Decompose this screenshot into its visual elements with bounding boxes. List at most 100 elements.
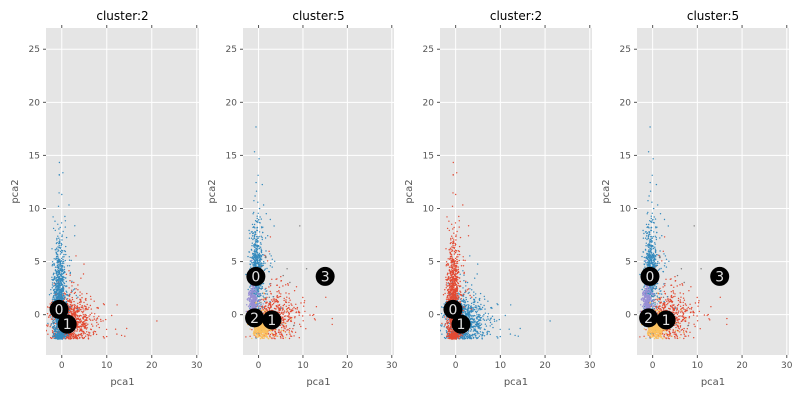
data-point — [51, 326, 54, 329]
data-point — [53, 322, 55, 324]
data-point — [75, 294, 78, 297]
data-point — [278, 330, 280, 332]
data-point — [61, 334, 63, 336]
data-point — [77, 289, 79, 291]
data-point — [255, 238, 257, 240]
data-point — [292, 308, 294, 310]
data-point — [264, 300, 266, 303]
data-point — [250, 304, 252, 306]
data-point — [290, 303, 292, 305]
data-point — [64, 293, 67, 295]
cluster-center-label: 1 — [267, 313, 276, 329]
data-point — [56, 288, 58, 290]
data-point — [260, 325, 262, 327]
data-point — [471, 326, 474, 328]
data-point — [258, 257, 261, 259]
data-point — [254, 243, 256, 246]
data-point — [251, 285, 253, 287]
data-point — [79, 298, 81, 300]
data-point — [84, 313, 86, 316]
data-point — [271, 304, 274, 306]
data-point — [256, 259, 259, 261]
data-point — [248, 306, 251, 308]
data-point — [54, 278, 56, 280]
data-point — [251, 259, 253, 262]
data-point — [465, 298, 467, 301]
data-point — [313, 313, 315, 316]
data-point — [264, 237, 267, 239]
data-point — [278, 292, 280, 294]
data-point — [264, 268, 266, 270]
data-point — [471, 323, 473, 325]
data-point — [256, 249, 259, 251]
data-point — [74, 225, 76, 227]
data-point — [464, 301, 467, 303]
data-point — [298, 337, 300, 339]
data-point — [58, 240, 60, 243]
data-point — [277, 306, 279, 308]
data-point — [57, 258, 59, 261]
data-point — [156, 320, 158, 322]
data-point — [283, 303, 286, 306]
x-tick-label: 30 — [386, 361, 398, 371]
data-point — [288, 293, 290, 295]
data-point — [62, 260, 65, 263]
data-point — [256, 292, 258, 295]
data-point — [263, 331, 265, 333]
data-point — [87, 335, 89, 337]
data-point — [331, 323, 333, 326]
data-point — [266, 309, 268, 311]
data-point — [55, 296, 57, 299]
data-point — [279, 295, 282, 298]
data-point — [93, 300, 95, 302]
data-point — [63, 262, 65, 264]
data-point — [474, 315, 476, 317]
data-point — [265, 305, 267, 307]
data-point — [57, 336, 60, 338]
data-point — [55, 277, 58, 279]
data-point — [56, 330, 58, 333]
data-point — [282, 325, 284, 327]
data-point — [58, 244, 60, 247]
data-point — [284, 331, 287, 333]
data-point — [50, 337, 53, 340]
data-point — [465, 336, 468, 338]
data-point — [57, 266, 60, 269]
data-point — [48, 306, 50, 309]
data-point — [51, 323, 53, 325]
data-point — [496, 320, 498, 322]
data-point — [63, 253, 65, 256]
data-point — [54, 320, 56, 322]
data-point — [47, 322, 49, 325]
data-point — [70, 312, 73, 314]
data-point — [483, 319, 486, 321]
data-point — [258, 254, 260, 256]
data-point — [92, 319, 94, 321]
data-point — [251, 307, 253, 309]
data-point — [484, 308, 486, 310]
data-point — [265, 331, 267, 334]
data-point — [313, 318, 316, 320]
data-point — [83, 263, 85, 265]
data-point — [57, 273, 59, 275]
data-point — [252, 305, 254, 307]
data-point — [249, 263, 252, 266]
data-point — [290, 309, 292, 311]
data-point — [288, 301, 290, 304]
data-point — [257, 289, 260, 291]
data-point — [79, 322, 81, 324]
data-point — [56, 266, 58, 269]
data-point — [268, 308, 271, 310]
data-point — [517, 335, 519, 337]
data-point — [266, 260, 269, 262]
data-point — [275, 333, 277, 335]
data-point — [266, 267, 268, 270]
data-point — [280, 312, 283, 314]
data-point — [59, 232, 61, 234]
data-point — [256, 245, 258, 248]
cluster-center-label: 1 — [63, 317, 72, 333]
data-point — [464, 308, 466, 310]
data-point — [85, 322, 87, 324]
data-point — [287, 284, 289, 286]
data-point — [265, 287, 267, 290]
